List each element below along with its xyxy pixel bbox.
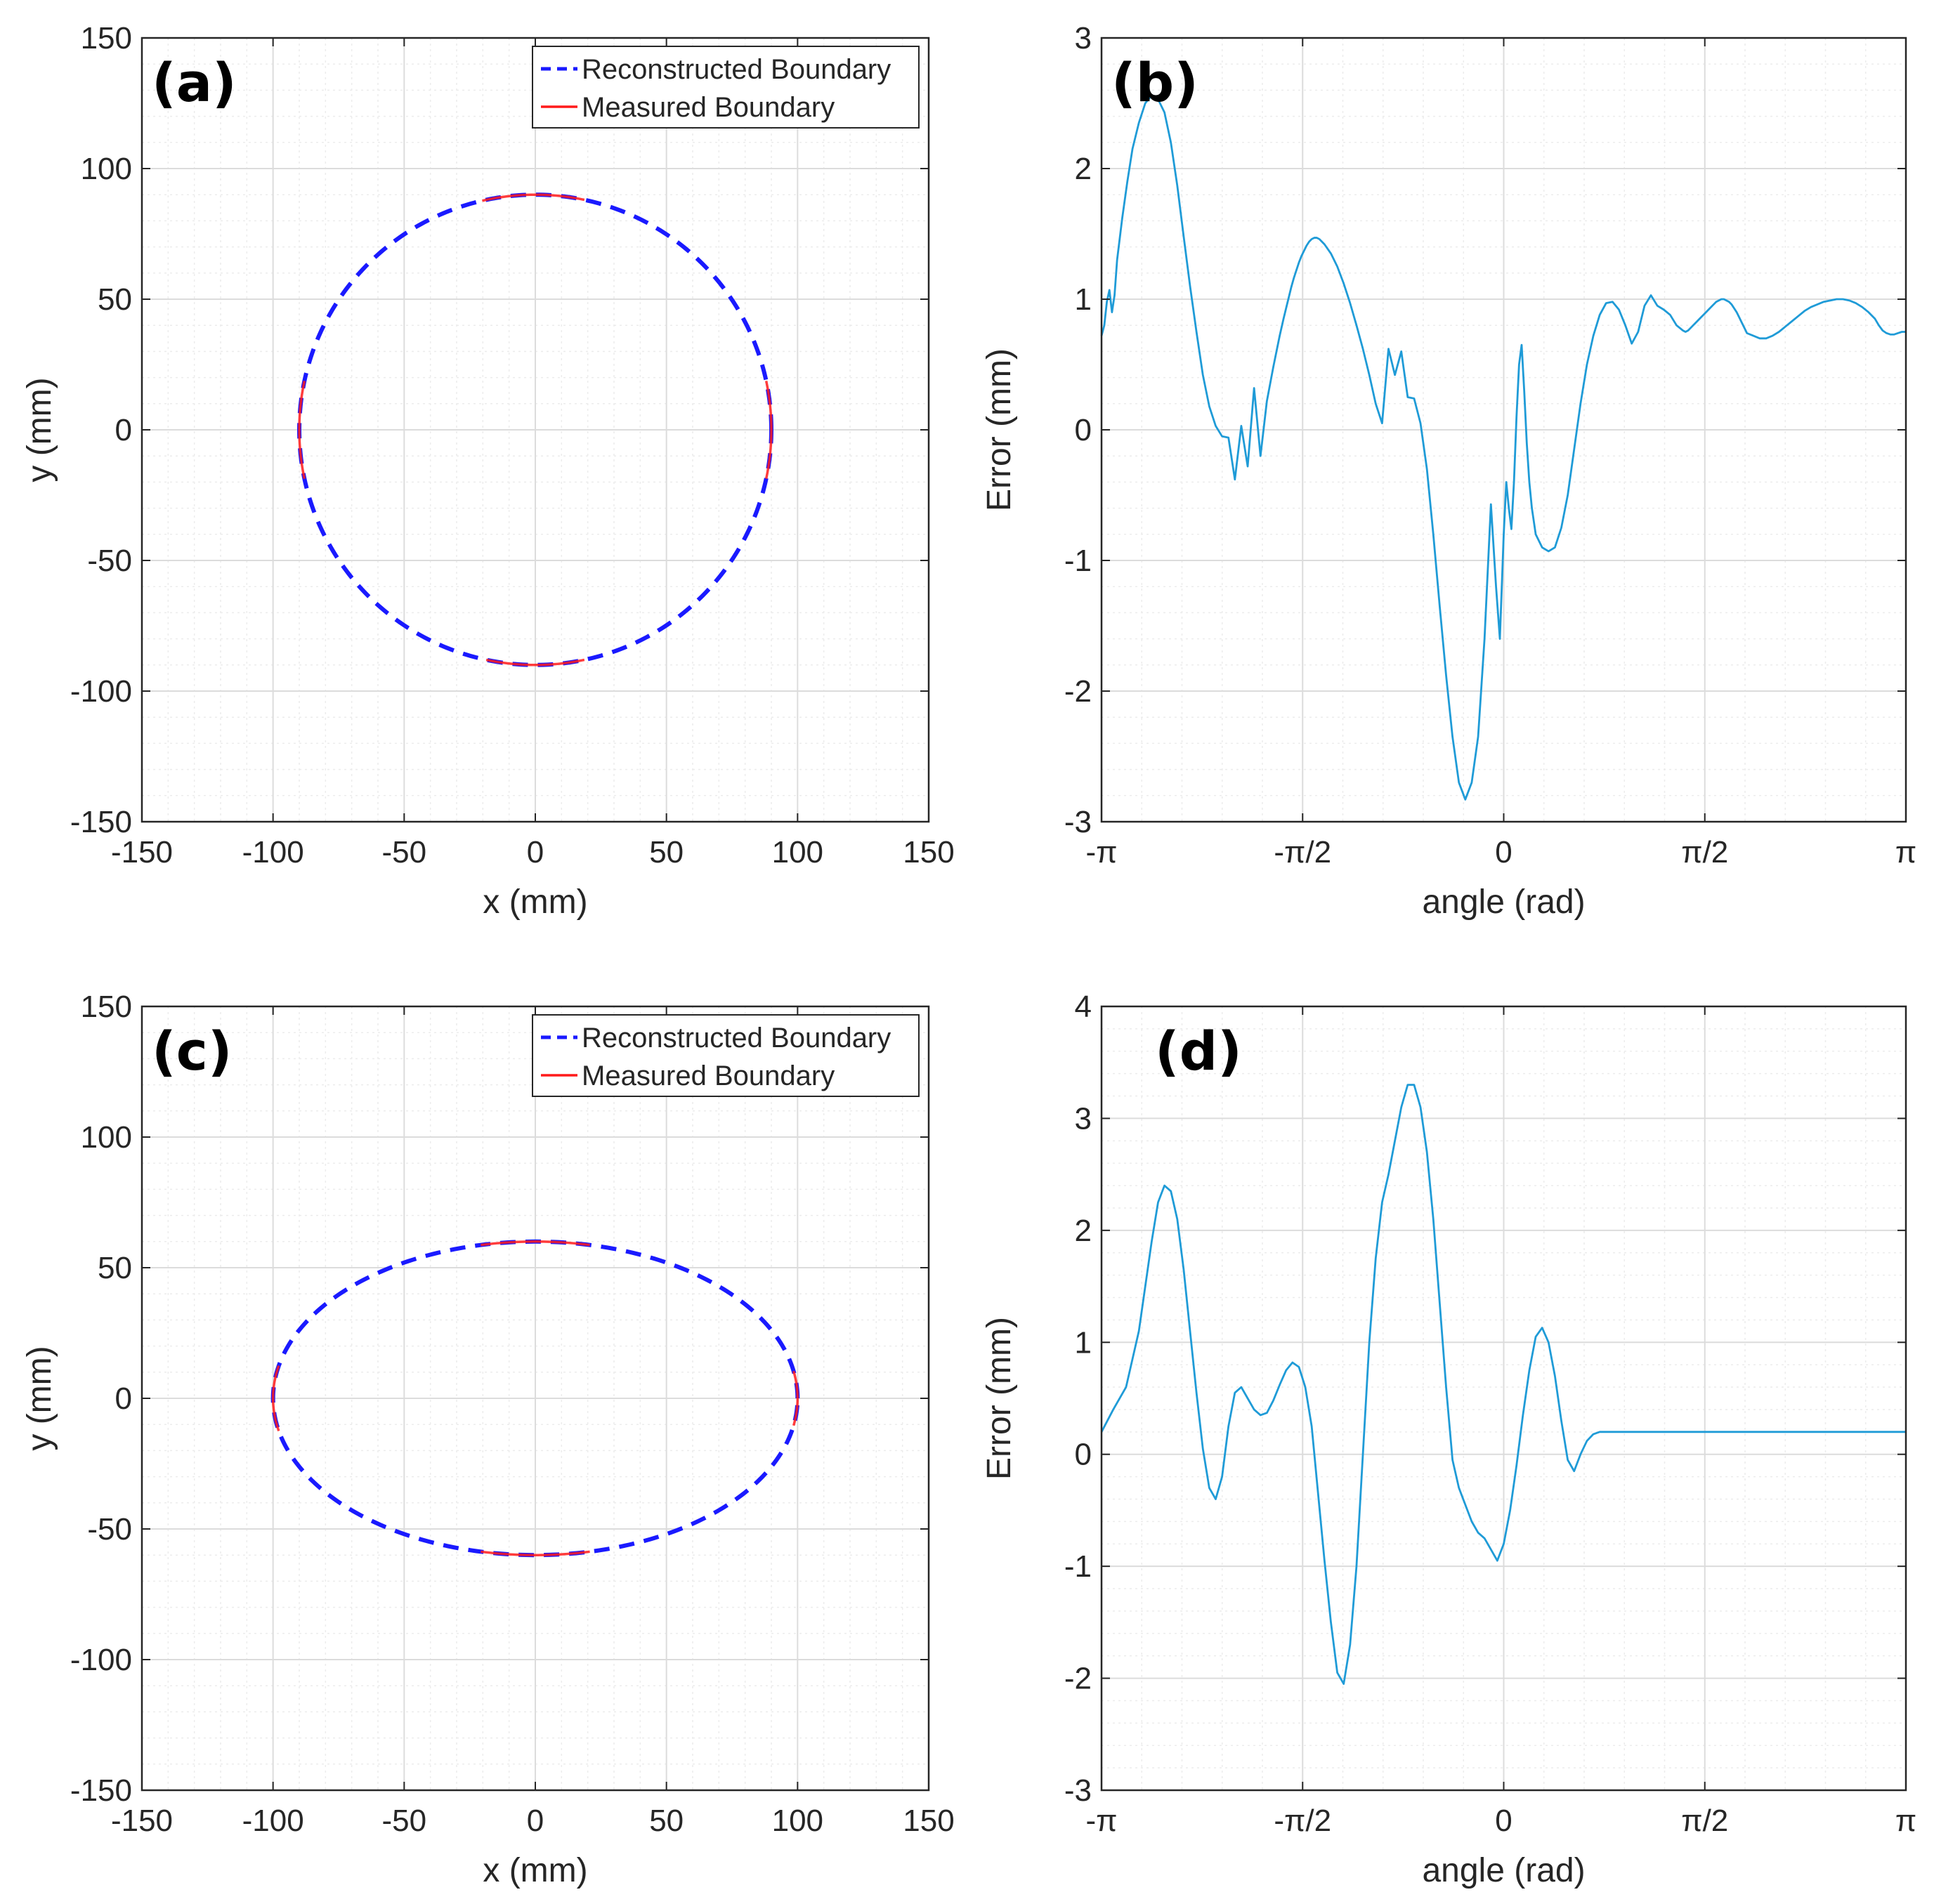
x-axis-label: x (mm)	[483, 884, 587, 921]
series-segment-measured-boundary	[298, 381, 306, 479]
legend-label: Measured Boundary	[582, 1061, 835, 1091]
series-segment-measured-boundary	[792, 1370, 799, 1426]
y-tick-label: -2	[1064, 674, 1092, 709]
y-tick-label: -50	[87, 1512, 132, 1547]
y-axis-label: Error (mm)	[981, 348, 1018, 511]
x-axis-label: angle (rad)	[1422, 884, 1585, 921]
y-tick-label: 3	[1075, 21, 1092, 55]
y-tick-label: -1	[1064, 1549, 1092, 1584]
y-tick-label: -50	[87, 544, 132, 578]
legend: Reconstructed Boundary Measured Boundary	[532, 1014, 920, 1097]
y-tick-label: -3	[1064, 805, 1092, 839]
y-tick-label: -1	[1064, 544, 1092, 578]
y-tick-label: -150	[70, 1773, 132, 1808]
panel-label: (a)	[152, 51, 237, 114]
x-tick-label: -100	[242, 1804, 304, 1838]
x-tick-label: π	[1895, 835, 1916, 869]
panel-label: (c)	[152, 1020, 233, 1082]
y-axis-label: y (mm)	[21, 1346, 58, 1450]
y-tick-label: 50	[98, 282, 132, 317]
series-segment-measured-boundary	[481, 1240, 590, 1247]
y-tick-label: 1	[1075, 282, 1092, 317]
x-tick-label: 150	[903, 835, 954, 869]
x-tick-label: -150	[111, 835, 173, 869]
y-tick-label: 2	[1075, 1214, 1092, 1248]
y-tick-label: -2	[1064, 1662, 1092, 1696]
y-tick-label: 100	[81, 152, 132, 186]
panel-c: -150 -100 -50 0 50 100 150 -150 -100 -50 0 50 100 150…	[21, 990, 955, 1889]
y-tick-label: -100	[70, 674, 132, 709]
y-tick-label: 4	[1075, 990, 1092, 1024]
panel-label: (b)	[1111, 51, 1198, 114]
panel-a: -150 -100 -50 0 50 100 150 -150 -100 -50 0 50 100 150…	[21, 21, 955, 921]
x-tick-label: 100	[772, 1804, 823, 1838]
legend-label: Reconstructed Boundary	[582, 1023, 891, 1053]
y-tick-label: 0	[1075, 1438, 1092, 1472]
series-segment-measured-boundary	[482, 193, 585, 202]
x-axis-label: angle (rad)	[1422, 1852, 1585, 1889]
series-segment-measured-boundary	[764, 381, 773, 479]
x-tick-label: 0	[527, 1804, 544, 1838]
x-tick-label: 150	[903, 1804, 954, 1838]
y-axis-label: y (mm)	[21, 377, 58, 482]
legend-box	[532, 46, 920, 129]
panel-d: -π -π/2 0 π/2 π -3 -2 -1 0 1 2 3 4 angle (rad) Error (…	[981, 990, 1916, 1889]
series-segment-measured-boundary	[485, 658, 585, 667]
series-line-error	[1100, 1084, 1906, 1685]
legend-label: Reconstructed Boundary	[582, 54, 891, 85]
y-tick-label: 150	[81, 21, 132, 55]
y-tick-label: 1	[1075, 1325, 1092, 1360]
legend-label: Measured Boundary	[582, 92, 835, 123]
legend-box	[532, 1014, 920, 1097]
series-segment-measured-boundary	[271, 1365, 280, 1431]
y-tick-label: 0	[115, 413, 132, 447]
y-tick-label: -3	[1064, 1773, 1092, 1808]
x-tick-label: -50	[382, 835, 427, 869]
y-tick-label: 0	[1075, 413, 1092, 447]
x-tick-label: -150	[111, 1804, 173, 1838]
series-segment-measured-boundary	[481, 1550, 590, 1556]
x-tick-label: π/2	[1681, 1804, 1728, 1838]
x-tick-label: π/2	[1681, 835, 1728, 869]
y-tick-label: -100	[70, 1643, 132, 1677]
x-tick-label: 0	[1495, 1804, 1512, 1838]
y-tick-label: 2	[1075, 152, 1092, 186]
panel-b: -π -π/2 0 π/2 π -3 -2 -1 0 1 2 3 angle (rad) Error (m…	[981, 21, 1916, 921]
x-tick-label: -100	[242, 835, 304, 869]
y-tick-label: 150	[81, 990, 132, 1024]
panel-label: (d)	[1155, 1020, 1242, 1082]
legend: Reconstructed Boundary Measured Boundary	[532, 46, 920, 129]
x-tick-label: -π	[1085, 1804, 1117, 1838]
y-tick-label: 0	[115, 1381, 132, 1416]
x-tick-label: -π	[1085, 835, 1117, 869]
x-tick-label: 50	[649, 835, 684, 869]
y-tick-label: 3	[1075, 1101, 1092, 1136]
x-tick-label: π	[1895, 1804, 1916, 1838]
x-tick-label: 0	[1495, 835, 1512, 869]
y-axis-label: Error (mm)	[981, 1317, 1018, 1480]
x-tick-label: 0	[527, 835, 544, 869]
x-tick-label: -π/2	[1274, 1804, 1331, 1838]
series-line-error	[1100, 94, 1906, 801]
y-tick-label: 50	[98, 1251, 132, 1285]
x-tick-label: -50	[382, 1804, 427, 1838]
y-tick-label: 100	[81, 1120, 132, 1155]
x-axis-label: x (mm)	[483, 1852, 587, 1889]
x-tick-label: 50	[649, 1804, 684, 1838]
x-tick-label: 100	[772, 835, 823, 869]
x-tick-label: -π/2	[1274, 835, 1331, 869]
y-tick-label: -150	[70, 805, 132, 839]
